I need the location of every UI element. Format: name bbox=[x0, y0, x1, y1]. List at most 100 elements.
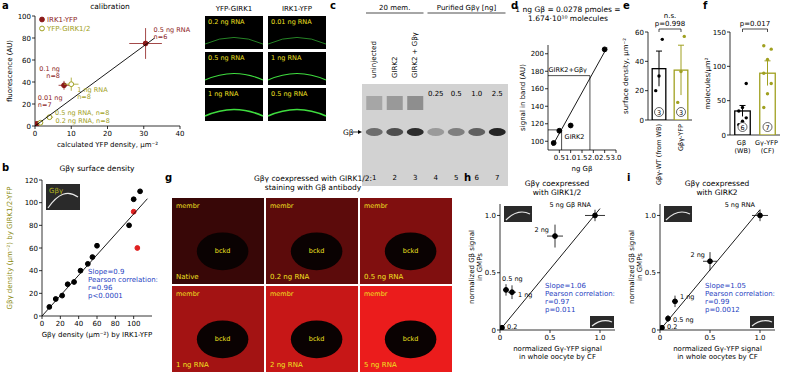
panel-letter: f bbox=[703, 0, 708, 11]
x-tick-label: 1.0 bbox=[565, 154, 576, 162]
region-label: membr bbox=[270, 202, 294, 210]
y-axis-label: normalized Gβ signal bbox=[628, 230, 636, 304]
y-tick bbox=[497, 272, 500, 273]
x-axis-label: normalized Gγ-YFP signal bbox=[673, 345, 762, 353]
lane-number: 6 bbox=[475, 174, 480, 182]
y-tick bbox=[32, 82, 35, 83]
x-tick-label: 40 bbox=[74, 320, 83, 328]
smear bbox=[366, 96, 382, 110]
y-tick-label: 0 bbox=[492, 327, 496, 335]
legend-marker bbox=[40, 17, 45, 22]
y-tick bbox=[645, 90, 648, 91]
chart-f: 050100150molecules/µm²6Gβ (WB)7Gγ-YFP (C… bbox=[704, 20, 780, 155]
x-tick bbox=[710, 330, 711, 333]
y-tick bbox=[32, 38, 35, 39]
inset-membrane bbox=[666, 212, 690, 220]
y-tick bbox=[32, 16, 35, 17]
region-label: membr bbox=[270, 290, 294, 298]
y-axis-label: Gβγ density (µm⁻²) by GIRK1/2-YFP bbox=[6, 187, 14, 310]
category-line: Gγ-YFP bbox=[755, 139, 780, 147]
x-tick bbox=[35, 126, 36, 129]
n-label: 3 bbox=[657, 109, 661, 117]
background-region bbox=[385, 320, 437, 358]
x-axis-label: in whole oocyte by CF bbox=[519, 353, 596, 361]
x-tick bbox=[604, 150, 605, 153]
plot-area bbox=[42, 189, 147, 316]
category-label: Gβγ-WT (from WB) bbox=[655, 124, 663, 185]
y-tick-label: 0 bbox=[27, 123, 31, 131]
fit-line bbox=[660, 210, 760, 330]
lane-label: GIRK2 bbox=[391, 57, 399, 78]
point bbox=[553, 234, 558, 239]
point bbox=[90, 255, 95, 260]
y-tick-label: 100 bbox=[18, 13, 31, 21]
y-tick bbox=[545, 106, 548, 107]
chart-e: 0204060surface density, µm⁻²3Gβγ-WT (fro… bbox=[622, 12, 692, 185]
point-label: n=6 bbox=[154, 33, 168, 41]
inset-image bbox=[46, 184, 80, 210]
point bbox=[758, 213, 763, 218]
x-axis-label: normalized Gγ-YFP signal bbox=[513, 345, 602, 353]
point-label: 0.2 ng RNA, n=8 bbox=[55, 117, 109, 125]
y-axis-label: surface density, µm⁻² bbox=[622, 38, 630, 114]
y-tick-label: 0 bbox=[652, 327, 656, 335]
micrograph bbox=[360, 286, 452, 372]
x-tick-label: 0 bbox=[33, 130, 37, 138]
x-tick bbox=[42, 316, 43, 319]
band bbox=[489, 128, 506, 136]
y-tick bbox=[727, 100, 730, 101]
annotation: p=0.0012 bbox=[705, 306, 740, 314]
band bbox=[366, 128, 383, 136]
annotation: p=0.998 bbox=[655, 20, 685, 28]
plot-area bbox=[500, 209, 605, 330]
title: with GIRK1/2 bbox=[533, 188, 582, 197]
x-tick-label: 0 bbox=[498, 334, 502, 342]
x-tick bbox=[616, 150, 617, 153]
legend-label: YFP-GIRK1/2 bbox=[46, 25, 90, 33]
micrograph bbox=[172, 286, 264, 372]
error-bar bbox=[659, 51, 660, 86]
individual-point bbox=[654, 89, 657, 92]
point-label: 1 ng bbox=[518, 291, 532, 299]
category-label: Gγ-YFP (CF) bbox=[755, 139, 780, 155]
y-tick-label: 140 bbox=[531, 103, 544, 111]
y-tick bbox=[39, 293, 42, 294]
x-tick-label: 100 bbox=[127, 320, 140, 328]
individual-point bbox=[770, 47, 773, 50]
title: 1 ng Gβ = 0.0278 pmoles = bbox=[515, 5, 620, 14]
y-tick-label: 160 bbox=[531, 85, 544, 93]
y-axis bbox=[660, 204, 661, 330]
error-bar bbox=[767, 61, 768, 86]
inset-membrane bbox=[48, 193, 78, 208]
y-tick-label: 50 bbox=[717, 97, 726, 105]
x-tick bbox=[582, 150, 583, 153]
lane-number: 1 bbox=[372, 174, 376, 182]
y-tick bbox=[657, 330, 660, 331]
x-axis-label: Gβγ density (µm⁻²) by IRK1-YFP bbox=[42, 331, 153, 339]
background-region bbox=[291, 232, 343, 270]
x-tick bbox=[78, 316, 79, 319]
x-tick bbox=[660, 330, 661, 333]
annotation: p<0.0001 bbox=[88, 292, 123, 300]
inset-label: Gβγ bbox=[49, 187, 63, 195]
membrane-signal bbox=[205, 109, 263, 116]
western-blot: 20 mem.Purified Gβγ [ng]uninjectedGIRK2G… bbox=[343, 4, 508, 186]
point bbox=[69, 82, 74, 87]
point-label: 5 ng Gβ RNA bbox=[549, 201, 591, 209]
y-tick bbox=[497, 215, 500, 216]
y-tick-label: 100 bbox=[531, 138, 544, 146]
x-tick bbox=[600, 330, 601, 333]
point bbox=[62, 83, 67, 88]
x-tick-label: 10 bbox=[67, 130, 76, 138]
x-tick bbox=[133, 316, 134, 319]
chart-d: 0.51.01.52.02.53.0100120140160180200ng G… bbox=[515, 5, 621, 173]
individual-point bbox=[661, 38, 664, 41]
individual-point bbox=[745, 82, 748, 85]
micrograph bbox=[172, 198, 264, 284]
title: Gβγ coexpressed bbox=[525, 179, 590, 188]
point bbox=[47, 305, 52, 310]
image-label: 1 ng RNA bbox=[176, 361, 209, 369]
column-header: IRK1-YFP bbox=[282, 5, 312, 13]
x-tick-label: 1.0 bbox=[754, 334, 765, 342]
y-axis-label: in GMPs bbox=[476, 253, 484, 281]
